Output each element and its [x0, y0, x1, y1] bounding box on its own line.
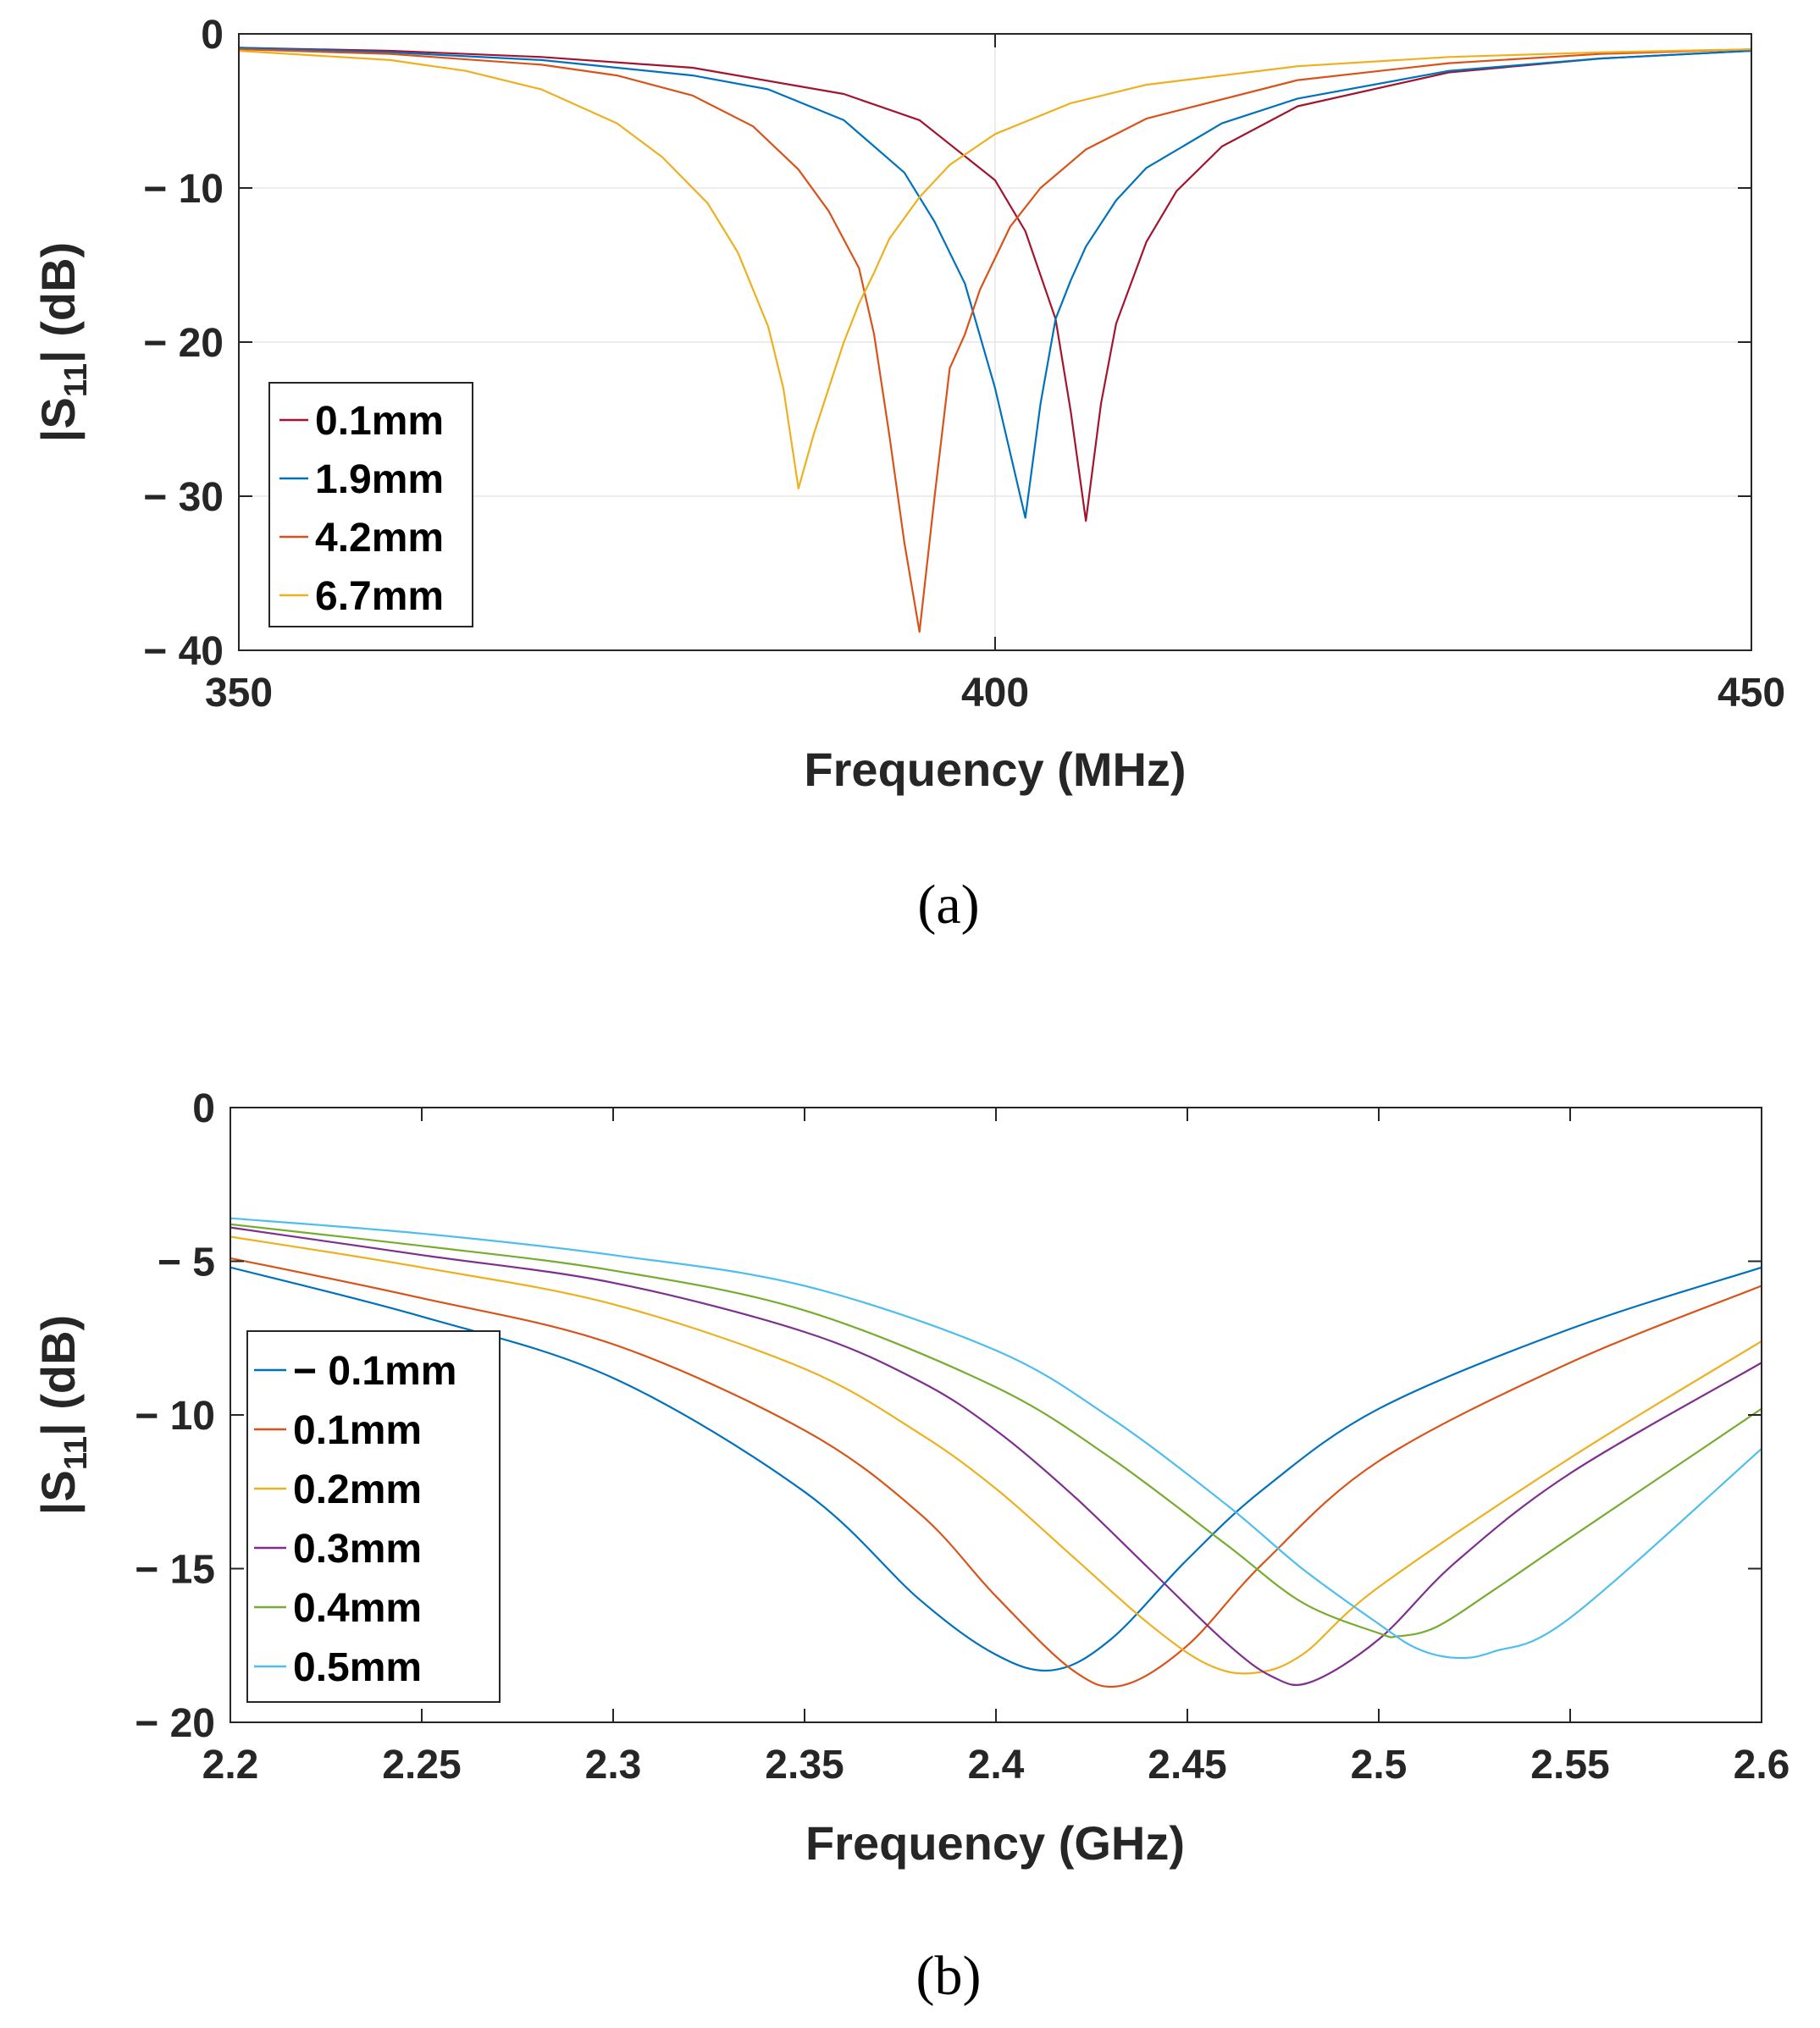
- panel-b-x-tick-label: 2.2: [202, 1743, 259, 1788]
- panel-a-y-tick-label: − 10: [143, 167, 224, 212]
- panel-a-y-tick-label: 0: [201, 13, 224, 58]
- panel-a-y-label-main: |S: [31, 397, 86, 442]
- panel-b-legend-label: 0.5mm: [293, 1645, 422, 1690]
- panel-a-legend-label: 4.2mm: [315, 516, 444, 561]
- panel-a-x-tick-label: 450: [1718, 671, 1785, 716]
- panel-b-y-tick-label: − 5: [158, 1241, 215, 1285]
- panel-b-y-tick-label: − 15: [135, 1548, 215, 1593]
- panel-a-tick-labels: 350 400 450 0 − 10 − 20 − 30 − 40: [143, 13, 1785, 716]
- panel-b-legend-label: − 0.1mm: [293, 1349, 456, 1394]
- panel-a-y-tick-label: − 30: [143, 475, 224, 520]
- panel-b-y-axis-label: |S11| (dB): [31, 1315, 94, 1515]
- panel-a-grid: [239, 34, 1751, 650]
- panel-b-x-axis-label: Frequency (GHz): [805, 1816, 1185, 1870]
- panel-a-series-line: [239, 48, 1751, 633]
- panel-a-y-axis-label: |S11| (dB): [31, 242, 94, 442]
- panel-b: 2.2 2.25 2.3 2.35 2.4 2.45 2.5 2.55 2.60− 5− 10−…: [31, 1086, 1790, 2007]
- panel-a-caption: (a): [917, 874, 979, 936]
- panel-b-y-label-tail: | (dB): [31, 1315, 86, 1436]
- panel-b-legend-label: 0.2mm: [293, 1467, 422, 1512]
- panel-a-ticks: [238, 33, 1752, 651]
- panel-b-y-tick-label: − 20: [135, 1701, 215, 1746]
- panel-a-legend-label: 6.7mm: [315, 574, 444, 619]
- panel-b-tick-labels: 2.2 2.25 2.3 2.35 2.4 2.45 2.5 2.55 2.60− 5− 10−…: [135, 1086, 1790, 1788]
- panel-a-y-tick-label: − 40: [143, 629, 224, 674]
- panel-b-x-tick-label: 2.6: [1734, 1743, 1790, 1788]
- panel-b-legend-label: 0.4mm: [293, 1586, 422, 1631]
- panel-a-series-line: [239, 48, 1751, 489]
- panel-a-legend-box: [268, 382, 473, 627]
- panel-b-legend-label: 0.3mm: [293, 1527, 422, 1572]
- panel-a: 350 400 450 0 − 10 − 20 − 30 − 40 Frequency (MH…: [31, 13, 1785, 936]
- panel-a-x-tick-label: 350: [205, 671, 273, 716]
- panel-a-series-line: [239, 47, 1751, 522]
- panel-b-x-tick-label: 2.35: [765, 1743, 844, 1788]
- panel-a-series-line: [239, 47, 1751, 519]
- panel-b-caption: (b): [916, 1945, 982, 2007]
- panel-b-x-tick-label: 2.55: [1530, 1743, 1609, 1788]
- panel-b-legend-box: [246, 1330, 501, 1703]
- panel-a-legend-label: 0.1mm: [315, 399, 444, 444]
- panel-b-series-line: [230, 1217, 1762, 1660]
- panel-b-y-label-sub: 11: [58, 1436, 94, 1470]
- panel-b-series-line: [230, 1257, 1762, 1688]
- panel-a-legend: 0.1mm 1.9mm 4.2mm 6.7mm: [268, 382, 473, 627]
- panel-a-y-label-tail: | (dB): [31, 242, 86, 363]
- panel-b-series-line: [230, 1226, 1762, 1686]
- panel-b-y-tick-label: − 10: [135, 1394, 215, 1439]
- panel-a-y-tick-label: − 20: [143, 321, 224, 366]
- panel-b-y-label-main: |S: [31, 1470, 86, 1515]
- panel-b-y-tick-label: 0: [192, 1086, 215, 1131]
- panel-b-ticks: [230, 1107, 1762, 1723]
- panel-a-x-axis-label: Frequency (MHz): [804, 743, 1186, 796]
- panel-b-x-tick-label: 2.45: [1148, 1743, 1226, 1788]
- panel-b-x-tick-label: 2.5: [1351, 1743, 1408, 1788]
- panel-b-x-tick-label: 2.3: [585, 1743, 642, 1788]
- panel-b-series-line: [230, 1266, 1762, 1672]
- panel-b-x-tick-label: 2.4: [968, 1743, 1025, 1788]
- panel-b-x-tick-label: 2.25: [382, 1743, 461, 1788]
- panel-b-legend: − 0.1mm 0.1mm 0.2mm 0.3mm 0.4mm 0.5mm: [246, 1330, 501, 1703]
- panel-a-x-tick-label: 400: [961, 671, 1029, 716]
- panel-a-series: [239, 47, 1751, 633]
- panel-a-y-label-sub: 11: [58, 363, 94, 397]
- panel-b-series: [230, 1217, 1762, 1688]
- panel-b-legend-label: 0.1mm: [293, 1408, 422, 1453]
- panel-b-series-line: [230, 1235, 1762, 1675]
- panel-a-legend-label: 1.9mm: [315, 457, 444, 502]
- panel-b-series-line: [230, 1223, 1762, 1638]
